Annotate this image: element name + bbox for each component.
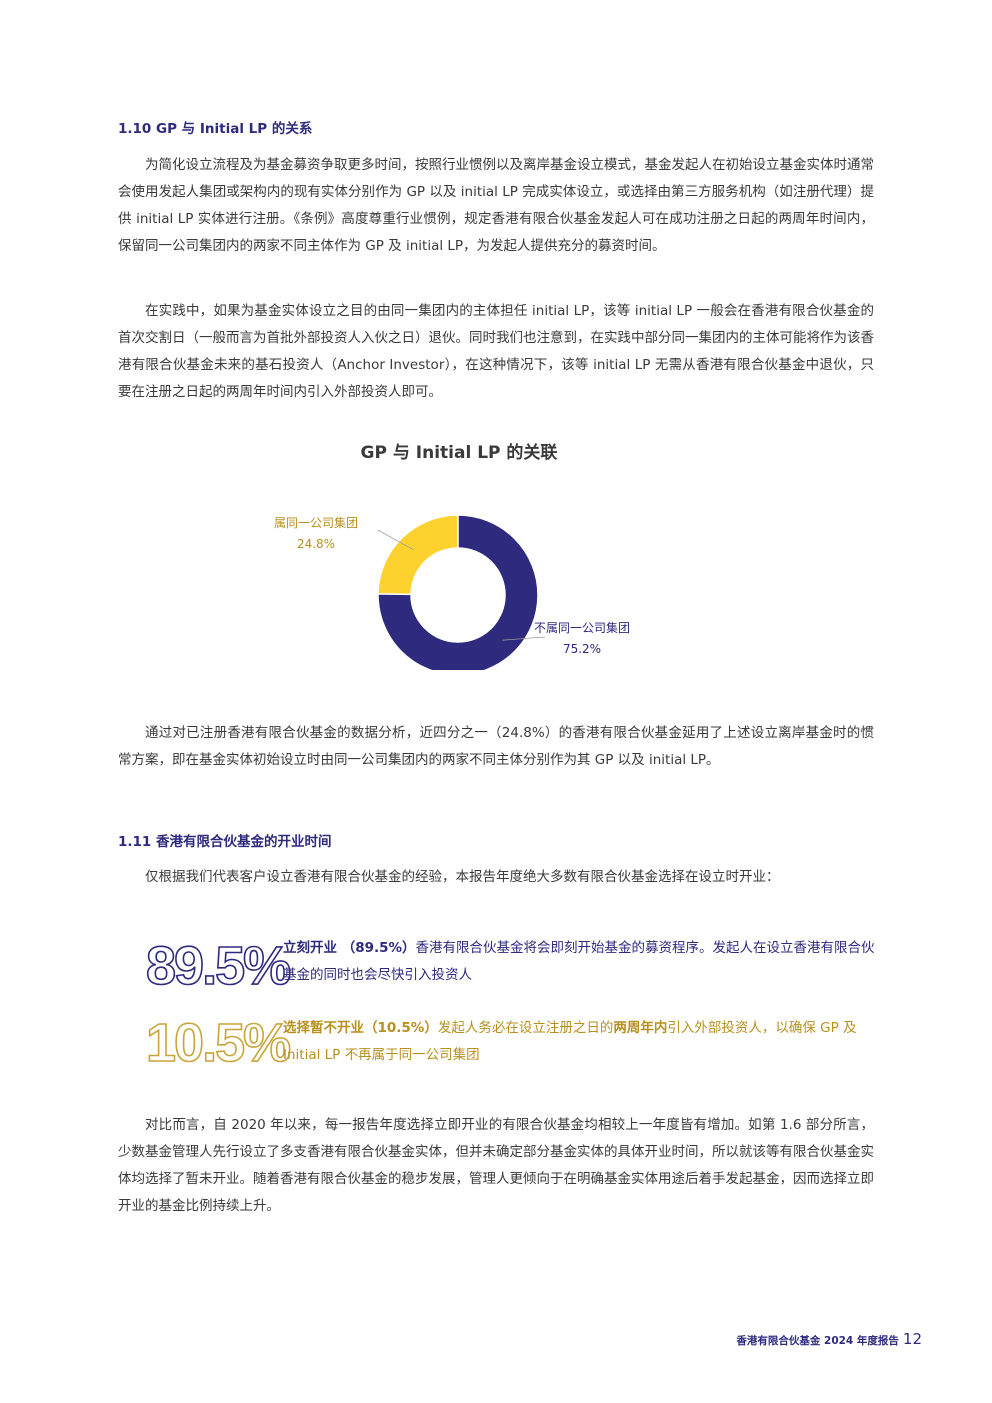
paragraph-1: 为简化设立流程及为基金募资争取更多时间，按照行业惯例以及离岸基金设立模式，基金发… bbox=[118, 157, 874, 254]
section-title-1-11: 1.11 香港有限合伙基金的开业时间 bbox=[118, 834, 332, 850]
paragraph-2: 在实践中，如果为基金实体设立之目的由同一集团内的主体担任 initial LP，… bbox=[118, 303, 874, 400]
slice-value-1: 24.8% bbox=[297, 537, 335, 551]
intro-paragraph: 仅根据我们代表客户设立香港有限合伙基金的经验，本报告年度绝大多数有限合伙基金选择… bbox=[145, 869, 780, 885]
donut-chart: 属同一公司集团 24.8% 不属同一公司集团 75.2% bbox=[274, 514, 630, 670]
slice-label-2: 不属同一公司集团 bbox=[534, 620, 630, 635]
section-title-1-10: 1.10 GP 与 Initial LP 的关系 bbox=[118, 121, 313, 137]
footer: 香港有限合伙基金 2024 年度报告 12 bbox=[736, 1330, 922, 1348]
leader-line-1 bbox=[377, 529, 414, 551]
stat-number-10-5: 10.5% bbox=[145, 1012, 292, 1074]
stat-text-immediate: 立刻开业 （89.5%）香港有限合伙基金将会即刻开始基金的募资程序。发起人在设立… bbox=[283, 935, 875, 989]
paragraph-3: 通过对已注册香港有限合伙基金的数据分析，近四分之一（24.8%）的香港有限合伙基… bbox=[118, 725, 874, 768]
stat-desc-deferred-a: 发起人务必在设立注册之日的 bbox=[437, 1020, 614, 1036]
slice-label-1: 属同一公司集团 bbox=[274, 515, 358, 530]
stat-bold-deferred: 选择暂不开业（10.5%） bbox=[283, 1020, 438, 1036]
stat-bold-immediate: 立刻开业 （89.5%） bbox=[283, 940, 416, 956]
slice-value-2: 75.2% bbox=[563, 642, 601, 656]
stat-desc-immediate: 香港有限合伙基金将会即刻开始基金的募资程序。发起人在设立香港有限合伙基金的同时也… bbox=[283, 940, 875, 983]
leader-line-2 bbox=[502, 636, 546, 641]
closing-paragraph: 对比而言，自 2020 年以来，每一报告年度选择立即开业的有限合伙基金均相较上一… bbox=[118, 1117, 874, 1214]
footer-report-title: 香港有限合伙基金 2024 年度报告 bbox=[736, 1335, 899, 1347]
chart-title: GP 与 Initial LP 的关联 bbox=[360, 443, 558, 463]
stat-number-89-5: 89.5% bbox=[145, 935, 292, 997]
stat-bold-two-years: 两周年内 bbox=[613, 1020, 668, 1036]
donut-slice-1 bbox=[377, 514, 459, 596]
stat-text-deferred: 选择暂不开业（10.5%）发起人务必在设立注册之日的两周年内引入外部投资人，以确… bbox=[283, 1015, 875, 1069]
page-number: 12 bbox=[902, 1330, 922, 1348]
donut-slice-2 bbox=[377, 514, 539, 670]
stat-desc-deferred-b: 引入外部投资人，以确保 GP 及 Initial LP 不再属于同一公司集团 bbox=[283, 1020, 857, 1063]
